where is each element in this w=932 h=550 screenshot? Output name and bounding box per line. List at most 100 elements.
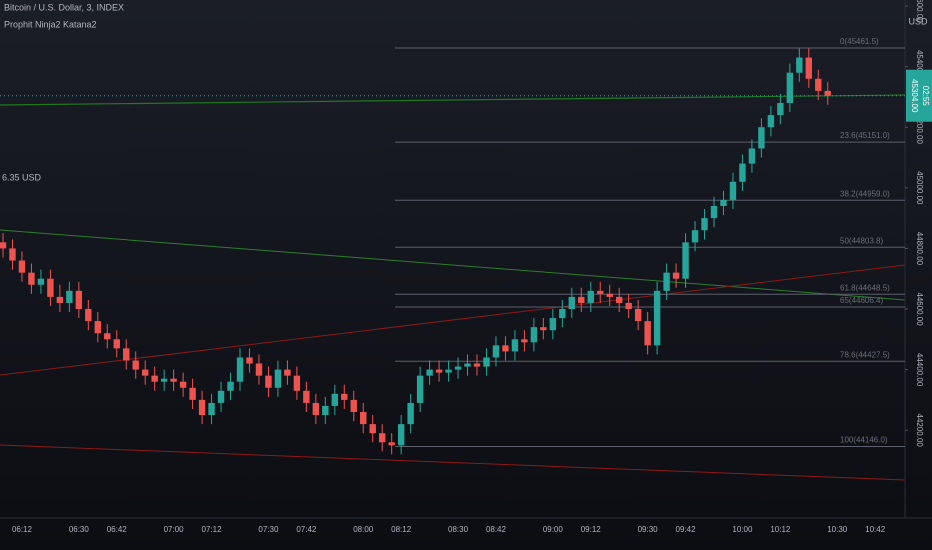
- x-tick-label: 09:30: [638, 525, 659, 534]
- candle-body: [94, 321, 101, 334]
- y-tick-label: 45200.00: [915, 111, 924, 145]
- candle-body: [293, 375, 301, 391]
- fib-label: 38.2(44959.0): [840, 189, 890, 198]
- x-tick-label: 06:30: [69, 525, 90, 534]
- candle-body: [739, 163, 746, 182]
- candle-body: [322, 405, 329, 416]
- candle-body: [568, 296, 575, 309]
- candle-body: [511, 339, 519, 352]
- fib-label: 23.6(45151.0): [840, 131, 890, 140]
- x-tick-label: 10:12: [770, 525, 791, 534]
- candle-body: [682, 242, 689, 279]
- x-tick-label: 09:42: [676, 525, 697, 534]
- candle-body: [473, 363, 481, 367]
- candle-body: [284, 369, 291, 376]
- y-tick-label: 44400.00: [915, 353, 924, 387]
- y-tick-label: 44600.00: [915, 292, 924, 326]
- candle-body: [66, 290, 73, 303]
- x-tick-label: 08:42: [486, 525, 507, 534]
- candle-body: [246, 357, 253, 364]
- candle-body: [502, 345, 509, 352]
- candle-body: [729, 181, 737, 200]
- candle-body: [492, 345, 500, 358]
- candle-body: [530, 327, 538, 343]
- trend-line: [0, 229, 906, 301]
- candle-body: [37, 278, 45, 285]
- candle-body: [379, 433, 386, 443]
- candle-body: [113, 339, 120, 349]
- x-tick-label: 09:12: [581, 525, 602, 534]
- candle-body: [151, 375, 158, 382]
- candle-body: [758, 127, 765, 149]
- candle-body: [606, 293, 613, 297]
- y-tick-label: 45600.00: [915, 0, 924, 23]
- trend-line: [0, 94, 906, 106]
- candle-body: [28, 272, 35, 285]
- candle-body: [644, 321, 651, 346]
- currency: USD: [908, 16, 928, 26]
- x-tick-label: 07:00: [164, 525, 185, 534]
- candle-body: [597, 290, 604, 294]
- candle-body: [123, 348, 130, 361]
- candle-body: [85, 309, 92, 322]
- candle-body: [227, 381, 234, 391]
- candle-body: [653, 290, 661, 346]
- x-tick-label: 08:12: [391, 525, 412, 534]
- candle-body: [710, 206, 718, 219]
- fib-label: 50(44803.8): [840, 236, 883, 245]
- candle-body: [454, 366, 462, 370]
- candle-body: [18, 260, 26, 273]
- candle-body: [208, 402, 215, 416]
- x-tick-label: 09:00: [543, 525, 564, 534]
- candle-body: [312, 402, 320, 416]
- fib-label: 100(44146.0): [840, 436, 888, 445]
- candle-body: [350, 399, 357, 412]
- candle-body: [663, 272, 670, 291]
- candle-body: [0, 242, 7, 249]
- candle-body: [796, 57, 803, 73]
- candle-body: [634, 309, 642, 322]
- candle-body: [559, 309, 566, 319]
- candle-body: [104, 333, 111, 340]
- x-tick-label: 10:42: [865, 525, 886, 534]
- y-tick-label: 44200.00: [915, 413, 924, 447]
- candle-body: [407, 402, 414, 425]
- candle-body: [388, 442, 395, 446]
- candle-body: [786, 72, 794, 103]
- candle-body: [616, 296, 623, 303]
- note: 6.35 USD: [2, 172, 42, 182]
- candle-body: [701, 218, 708, 231]
- candle-body: [540, 327, 547, 331]
- candle-body: [720, 199, 727, 206]
- candle-body: [748, 148, 756, 164]
- candle-body: [805, 57, 812, 79]
- x-tick-label: 07:42: [296, 525, 317, 534]
- candle-body: [435, 369, 443, 373]
- candle-body: [625, 302, 632, 309]
- candle-body: [445, 369, 452, 373]
- candle-body: [341, 393, 348, 400]
- x-tick-label: 08:30: [448, 525, 469, 534]
- fib-label: 78.6(44427.5): [840, 350, 890, 359]
- candle-body: [397, 424, 405, 446]
- candle-body: [236, 357, 244, 382]
- x-tick-label: 06:42: [107, 525, 128, 534]
- candle-body: [198, 399, 206, 416]
- last-price-box: [906, 69, 932, 122]
- y-tick-label: 45000.00: [915, 171, 924, 205]
- candle-body: [265, 375, 272, 388]
- fib-label: 65(44606.4): [840, 296, 883, 305]
- candle-body: [179, 381, 187, 388]
- candle-body: [815, 78, 822, 91]
- candle-body: [274, 369, 282, 388]
- countdown-label: 02:55: [921, 86, 930, 107]
- candle-body: [142, 369, 149, 376]
- candle-body: [369, 424, 376, 434]
- x-tick-label: 07:30: [258, 525, 279, 534]
- candle-body: [672, 272, 680, 279]
- fib-label: 0(45461.5): [840, 37, 879, 46]
- x-tick-label: 08:00: [353, 525, 374, 534]
- candle-body: [255, 363, 263, 376]
